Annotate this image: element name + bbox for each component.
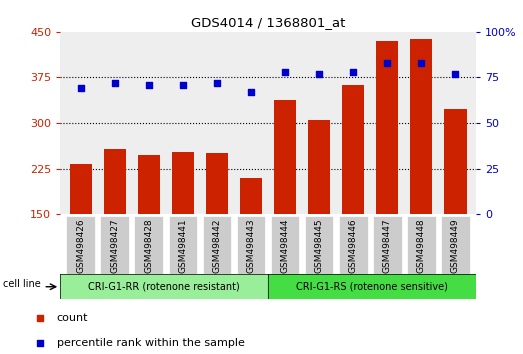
FancyBboxPatch shape [100, 216, 129, 274]
Point [315, 71, 323, 76]
Point [179, 82, 187, 87]
Text: GSM498442: GSM498442 [212, 219, 221, 273]
Point [36, 340, 44, 346]
Bar [206, 153, 228, 214]
FancyBboxPatch shape [339, 216, 368, 274]
Text: GSM498441: GSM498441 [178, 219, 187, 274]
Text: GSM498448: GSM498448 [417, 219, 426, 274]
FancyBboxPatch shape [237, 216, 265, 274]
FancyBboxPatch shape [407, 216, 436, 274]
FancyBboxPatch shape [271, 216, 299, 274]
Point [36, 315, 44, 321]
Title: GDS4014 / 1368801_at: GDS4014 / 1368801_at [191, 16, 345, 29]
Text: GSM498445: GSM498445 [315, 219, 324, 274]
Text: GSM498443: GSM498443 [246, 219, 256, 274]
Text: CRI-G1-RS (rotenone sensitive): CRI-G1-RS (rotenone sensitive) [296, 282, 448, 292]
FancyBboxPatch shape [305, 216, 334, 274]
FancyBboxPatch shape [441, 216, 470, 274]
Bar [308, 120, 330, 214]
Text: GSM498428: GSM498428 [144, 219, 153, 274]
Bar [70, 164, 92, 214]
Point [213, 80, 221, 86]
Text: GSM498426: GSM498426 [76, 219, 85, 274]
FancyBboxPatch shape [134, 216, 163, 274]
Text: cell line: cell line [3, 279, 41, 289]
Bar [60, 274, 268, 299]
Point [417, 60, 426, 66]
FancyBboxPatch shape [168, 216, 197, 274]
Bar [445, 109, 467, 214]
Point [349, 69, 357, 75]
FancyBboxPatch shape [373, 216, 402, 274]
Bar [342, 85, 365, 214]
Text: GSM498449: GSM498449 [451, 219, 460, 274]
Bar [268, 274, 476, 299]
Point [144, 82, 153, 87]
Point [247, 89, 255, 95]
Text: GSM498444: GSM498444 [280, 219, 290, 273]
Bar [138, 155, 160, 214]
Point [383, 60, 392, 66]
Text: percentile rank within the sample: percentile rank within the sample [57, 338, 245, 348]
Bar [240, 178, 262, 214]
FancyBboxPatch shape [202, 216, 231, 274]
Text: GSM498427: GSM498427 [110, 219, 119, 274]
Point [76, 86, 85, 91]
Point [451, 71, 460, 76]
Bar [104, 149, 126, 214]
Bar [172, 152, 194, 214]
FancyBboxPatch shape [66, 216, 95, 274]
Text: GSM498447: GSM498447 [383, 219, 392, 274]
Text: GSM498446: GSM498446 [349, 219, 358, 274]
Text: count: count [57, 313, 88, 323]
Bar [411, 39, 433, 214]
Point [110, 80, 119, 86]
Bar [274, 100, 296, 214]
Point [281, 69, 289, 75]
Text: CRI-G1-RR (rotenone resistant): CRI-G1-RR (rotenone resistant) [88, 282, 240, 292]
Bar [376, 41, 399, 214]
